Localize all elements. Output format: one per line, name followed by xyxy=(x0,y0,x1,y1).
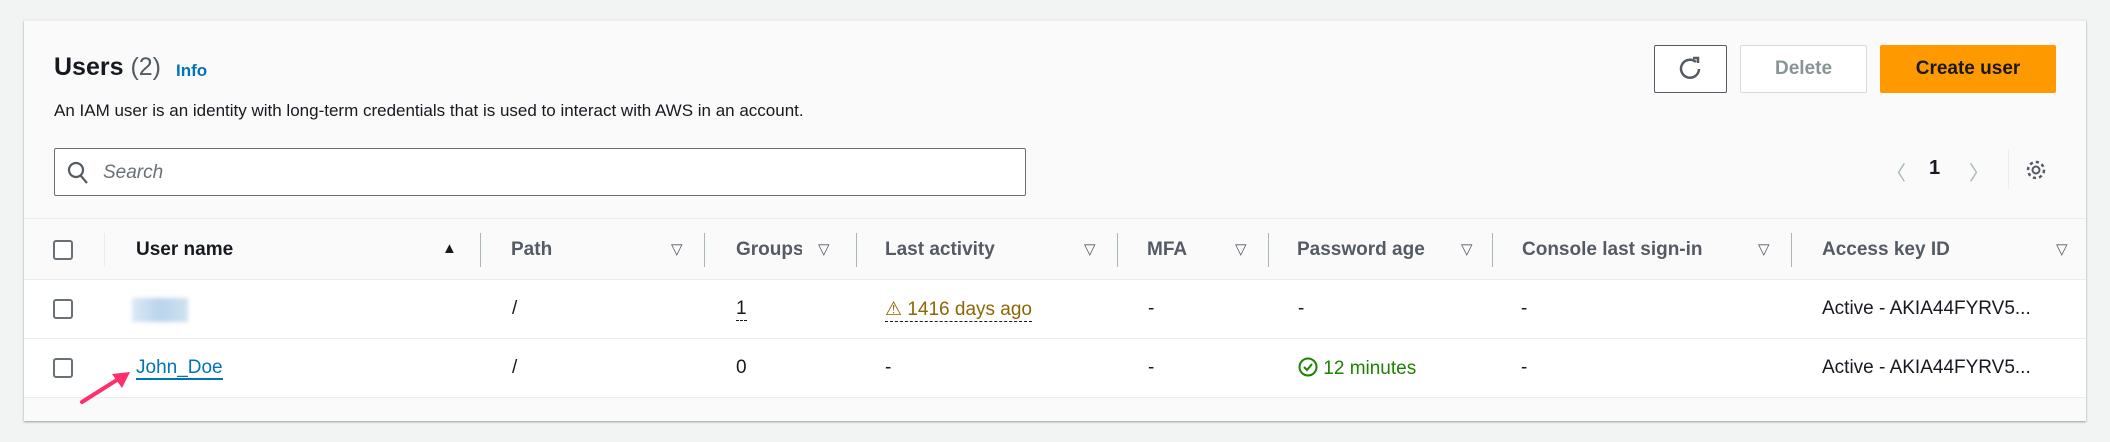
info-link[interactable]: Info xyxy=(176,61,208,80)
path-cell: / xyxy=(512,298,518,319)
column-mfa[interactable]: MFA xyxy=(1147,239,1188,260)
user-link-john-doe[interactable]: John_Doe xyxy=(136,357,223,380)
groups-cell[interactable]: 1 xyxy=(736,298,747,321)
sort-icon[interactable]: ▽ xyxy=(671,241,683,258)
delete-button[interactable]: Delete xyxy=(1740,45,1867,93)
sort-icon[interactable]: ▽ xyxy=(1235,241,1247,258)
previous-page-button[interactable]: 〈 xyxy=(1886,163,1906,185)
sort-icon[interactable]: ▽ xyxy=(818,241,830,258)
gear-icon xyxy=(2026,160,2046,180)
page-title: Users (2) xyxy=(54,53,162,81)
row-checkbox[interactable] xyxy=(53,358,73,378)
page-description: An IAM user is an identity with long-ter… xyxy=(54,101,804,120)
column-user-name[interactable]: User name xyxy=(136,239,234,260)
blurred-user-name[interactable] xyxy=(132,298,188,322)
users-panel: Users (2) Info An IAM user is an identit… xyxy=(24,20,2086,421)
warning-icon: ⚠ xyxy=(885,299,903,320)
users-table: User name ▲ Path ▽ Groups ▽ Last activit… xyxy=(24,218,2086,398)
console-cell: - xyxy=(1521,298,1528,319)
column-password-age[interactable]: Password age xyxy=(1297,239,1425,260)
groups-cell: 0 xyxy=(736,357,747,378)
refresh-button[interactable] xyxy=(1654,45,1727,93)
access-key-cell: Active - AKIA44FYRV5... xyxy=(1822,357,2031,378)
create-user-button[interactable]: Create user xyxy=(1880,45,2056,93)
next-page-button[interactable]: 〉 xyxy=(1969,163,1989,185)
table-header: User name ▲ Path ▽ Groups ▽ Last activit… xyxy=(24,218,2086,280)
column-access-key-id[interactable]: Access key ID xyxy=(1822,239,1950,260)
console-cell: - xyxy=(1521,357,1528,378)
annotation-arrow-icon xyxy=(80,372,130,404)
column-console-last-sign-in[interactable]: Console last sign-in xyxy=(1522,239,1703,260)
table-row: / 1 ⚠ 1416 days ago - - - Active - AKIA4… xyxy=(24,280,2086,339)
refresh-icon xyxy=(1679,56,1700,79)
column-path[interactable]: Path xyxy=(511,239,553,260)
path-cell: / xyxy=(512,357,518,378)
sort-icon[interactable]: ▽ xyxy=(1084,241,1096,258)
password-age-cell: - xyxy=(1298,298,1305,319)
table-row: John_Doe / 0 - - 12 minutes - Active - A… xyxy=(24,339,2086,398)
last-activity-cell: - xyxy=(885,357,892,378)
sort-ascending-icon[interactable]: ▲ xyxy=(442,240,457,257)
divider xyxy=(2008,149,2009,189)
settings-button[interactable] xyxy=(2024,158,2048,187)
mfa-cell: - xyxy=(1148,298,1155,319)
last-activity-cell[interactable]: ⚠ 1416 days ago xyxy=(885,299,1032,322)
search-icon xyxy=(67,161,88,184)
password-age-cell: 12 minutes xyxy=(1298,357,1416,380)
mfa-cell: - xyxy=(1148,357,1155,378)
user-count: (2) xyxy=(130,53,162,81)
sort-icon[interactable]: ▽ xyxy=(1461,241,1473,258)
sort-icon[interactable]: ▽ xyxy=(2056,241,2068,258)
page-number[interactable]: 1 xyxy=(1929,157,1941,179)
row-checkbox[interactable] xyxy=(53,299,73,319)
search-placeholder: Search xyxy=(103,162,164,183)
search-input[interactable]: Search xyxy=(54,148,1026,196)
check-circle-icon xyxy=(1298,357,1318,377)
select-all-checkbox[interactable] xyxy=(53,240,73,260)
column-groups[interactable]: Groups xyxy=(736,239,802,260)
sort-icon[interactable]: ▽ xyxy=(1758,241,1770,258)
column-last-activity[interactable]: Last activity xyxy=(885,239,995,260)
access-key-cell: Active - AKIA44FYRV5... xyxy=(1822,298,2031,319)
